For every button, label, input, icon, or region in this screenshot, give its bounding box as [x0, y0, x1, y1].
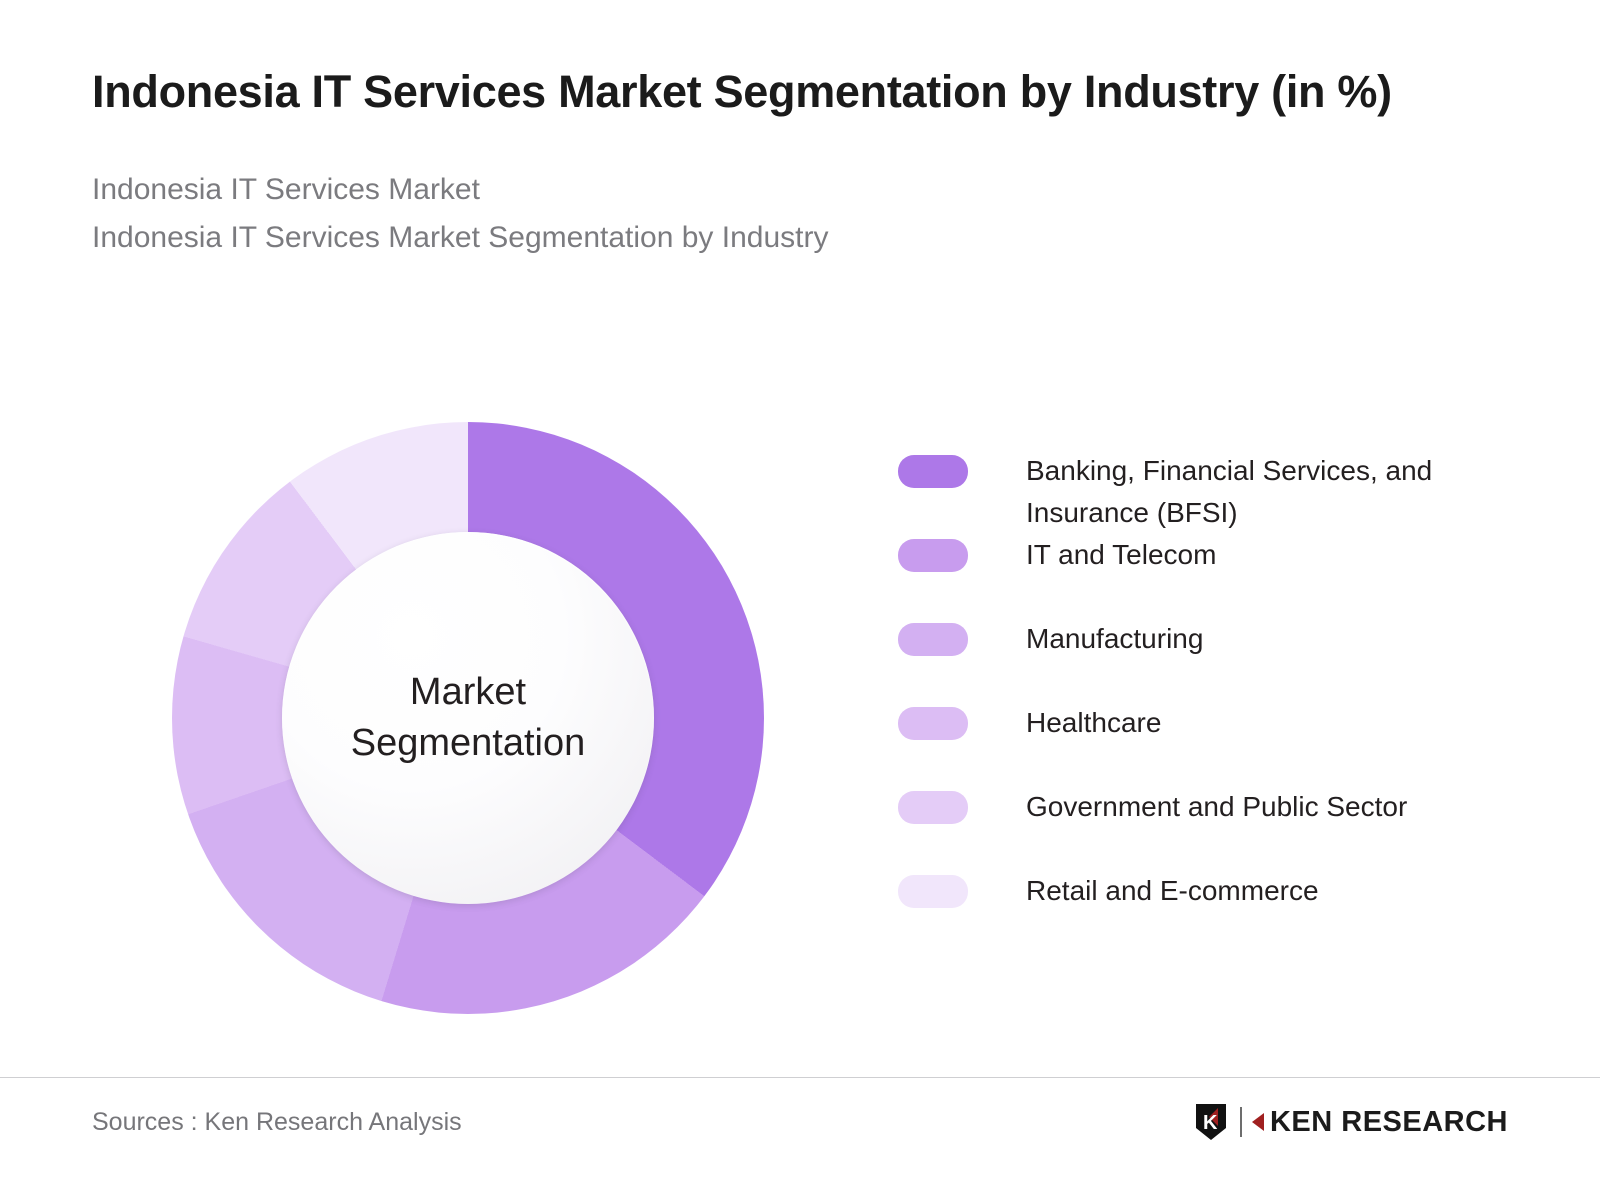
svg-text:K: K: [1203, 1112, 1218, 1134]
legend-item[interactable]: IT and Telecom: [898, 534, 1538, 618]
legend-item[interactable]: Manufacturing: [898, 618, 1538, 702]
legend-item[interactable]: Government and Public Sector: [898, 786, 1538, 870]
legend-swatch: [898, 455, 968, 488]
legend-swatch: [898, 875, 968, 908]
chart-area: Market Segmentation Banking, Financial S…: [0, 400, 1600, 1060]
header: Indonesia IT Services Market Segmentatio…: [92, 62, 1522, 262]
donut-center-label: Market Segmentation: [350, 671, 586, 764]
legend-label: Healthcare: [1026, 707, 1162, 738]
legend-item[interactable]: Banking, Financial Services, and Insuran…: [898, 450, 1538, 534]
logo-caret-icon: [1251, 1113, 1264, 1131]
footer-divider: [0, 1077, 1600, 1078]
logo-wordmark-text: KEN RESEARCH: [1269, 1105, 1508, 1138]
legend-swatch: [898, 623, 968, 656]
legend-label: Retail and E-commerce: [1026, 875, 1319, 906]
page-title: Indonesia IT Services Market Segmentatio…: [92, 66, 1392, 117]
ken-research-logo: K KEN RESEARCH: [1194, 1102, 1508, 1142]
logo-divider: [1239, 1107, 1242, 1137]
legend-label: Manufacturing: [1026, 623, 1204, 654]
legend-label: IT and Telecom: [1026, 539, 1217, 570]
chart-legend: Banking, Financial Services, and Insuran…: [898, 450, 1538, 954]
legend-item[interactable]: Healthcare: [898, 702, 1538, 786]
subtitle-group: Indonesia IT Services Market Indonesia I…: [92, 166, 1522, 262]
legend-swatch: [898, 791, 968, 824]
legend-swatch: [898, 707, 968, 740]
logo-wordmark: KEN RESEARCH: [1251, 1105, 1508, 1139]
footer: Sources : Ken Research Analysis K KEN RE…: [0, 1078, 1600, 1200]
legend-swatch: [898, 539, 968, 572]
legend-label: Government and Public Sector: [1026, 791, 1408, 822]
legend-label: Banking, Financial Services, and Insuran…: [1026, 455, 1433, 528]
legend-item[interactable]: Retail and E-commerce: [898, 870, 1538, 954]
subtitle-market: Indonesia IT Services Market: [92, 172, 480, 206]
ken-shield-icon: K: [1195, 1104, 1226, 1140]
footer-source-text: Sources : Ken Research Analysis: [92, 1108, 462, 1136]
subtitle-segmentation: Indonesia IT Services Market Segmentatio…: [92, 220, 829, 254]
donut-center: Market Segmentation: [282, 532, 654, 904]
donut-chart: Market Segmentation: [172, 422, 764, 1014]
